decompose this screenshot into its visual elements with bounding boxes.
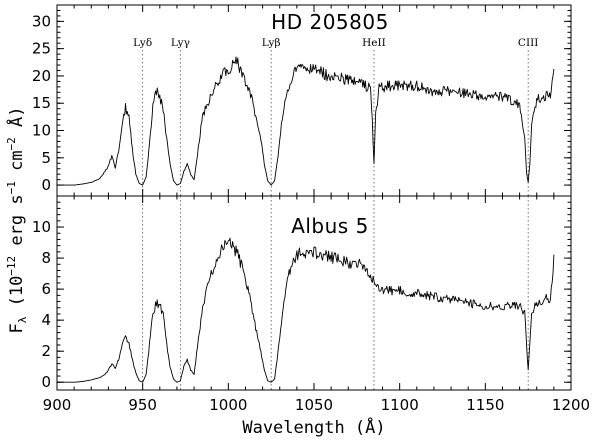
x-tick-label: 1150 — [466, 396, 504, 414]
y-tick-label: 4 — [41, 311, 51, 329]
y-tick-label: 2 — [41, 342, 51, 360]
spectral-line-label: Lyβ — [262, 37, 281, 49]
y-tick-label: 8 — [41, 249, 51, 267]
y-axis-units-exp3: −2 — [5, 137, 18, 150]
spectral-line-label: Lyγ — [171, 37, 190, 49]
y-axis-units-part2: erg s — [7, 194, 27, 255]
top-panel-title: HD 205805 — [271, 10, 389, 34]
spectral-line-label: HeII — [362, 37, 386, 49]
bottom-panel-title: Albus 5 — [291, 214, 369, 238]
x-axis-title: Wavelength (Å) — [242, 416, 385, 438]
y-axis-title: Fλ (10−12 erg s−1 cm−2 Å) — [5, 106, 29, 333]
top-panel: HD 205805 Lyδ Lyγ Lyβ HeII CIII 0 5 10 15 20 25 30 — [32, 4, 572, 196]
x-tick-label: 1100 — [381, 396, 419, 414]
x-tick-label: 950 — [128, 396, 157, 414]
y-tick-label: 0 — [41, 373, 51, 391]
y-axis-units-part3: cm — [7, 150, 27, 181]
x-tick-label: 1200 — [552, 396, 590, 414]
y-tick-label: 0 — [41, 176, 51, 194]
y-tick-label: 20 — [32, 67, 51, 85]
spectral-line-label: Lyδ — [133, 37, 152, 49]
bottom-panel: Albus 5 900 950 1000 1050 1100 1150 1200 0 2 4 6 8 1… — [32, 196, 590, 414]
y-tick-label: 15 — [32, 94, 51, 112]
bottom-spectrum-line — [57, 237, 555, 383]
x-tick-label: 900 — [43, 396, 72, 414]
y-axis-symbol-sub: λ — [16, 316, 29, 323]
top-spectrum-line — [57, 56, 555, 186]
y-axis-symbol: F — [7, 323, 27, 333]
y-tick-label: 5 — [41, 149, 51, 167]
y-axis-units-exp2: −1 — [5, 181, 18, 194]
y-tick-label: 10 — [32, 122, 51, 140]
y-tick-label: 25 — [32, 40, 51, 58]
y-tick-label: 30 — [32, 12, 51, 30]
y-axis-units-exp1: −12 — [5, 256, 18, 276]
spectral-line-label: CIII — [518, 37, 538, 49]
y-tick-label: 6 — [41, 280, 51, 298]
y-axis-units-part4: Å) — [5, 106, 27, 137]
y-tick-label: 10 — [32, 218, 51, 236]
x-tick-label: 1050 — [295, 396, 333, 414]
x-tick-label: 1000 — [209, 396, 247, 414]
y-axis-units-part1: (10 — [7, 276, 27, 307]
